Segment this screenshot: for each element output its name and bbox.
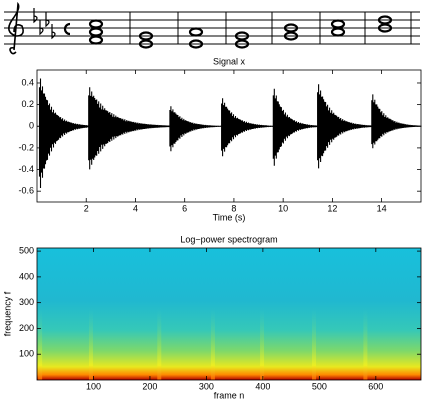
y-tick-label: 100 (19, 349, 34, 359)
onset-stripe (88, 307, 93, 380)
y-tick-label: -0.2 (18, 142, 34, 152)
x-tick-label: 400 (255, 381, 270, 391)
onset-stripe (38, 307, 43, 380)
music-staff (4, 1, 420, 55)
x-tick-label: 8 (231, 203, 236, 213)
y-tick-label: -0.6 (18, 186, 34, 196)
chart-title: Signal x (213, 56, 246, 66)
chart-title: Log−power spectrogram (180, 234, 277, 244)
y-tick-label: 500 (19, 245, 34, 255)
x-tick-label: 6 (182, 203, 187, 213)
y-tick-label: 0.4 (21, 77, 34, 87)
x-axis-label: Time (s) (213, 212, 246, 222)
x-tick-label: 500 (312, 381, 327, 391)
spectrogram-image (37, 248, 421, 380)
y-tick-label: -0.4 (18, 164, 34, 174)
onset-stripe (363, 307, 368, 380)
y-tick-label: 0.2 (21, 99, 34, 109)
x-tick-label: 200 (142, 381, 157, 391)
y-tick-label: 300 (19, 297, 34, 307)
y-tick-label: 0 (29, 121, 34, 131)
x-tick-label: 4 (133, 203, 138, 213)
signal-burst (221, 98, 274, 157)
signal-burst (38, 78, 90, 188)
onset-stripe (210, 307, 215, 380)
axes-frame (36, 247, 422, 381)
x-tick-label: 600 (368, 381, 383, 391)
onset-stripe (157, 307, 162, 380)
y-tick-label: 200 (19, 323, 34, 333)
signal-burst (88, 87, 171, 170)
x-tick-label: 14 (377, 203, 387, 213)
onset-stripe (312, 307, 317, 380)
x-tick-label: 12 (327, 203, 337, 213)
y-axis-label: frequency f (2, 291, 12, 336)
x-tick-label: 10 (278, 203, 288, 213)
axes-frame (36, 69, 422, 203)
x-axis-label: frame n (214, 390, 245, 400)
onset-stripe (260, 307, 265, 380)
signal-burst (272, 88, 319, 166)
signal-burst (169, 106, 223, 152)
y-tick-label: 400 (19, 271, 34, 281)
x-tick-label: 100 (86, 381, 101, 391)
signal-burst (371, 94, 422, 149)
x-tick-label: 2 (84, 203, 89, 213)
x-tick-label: 300 (199, 381, 214, 391)
